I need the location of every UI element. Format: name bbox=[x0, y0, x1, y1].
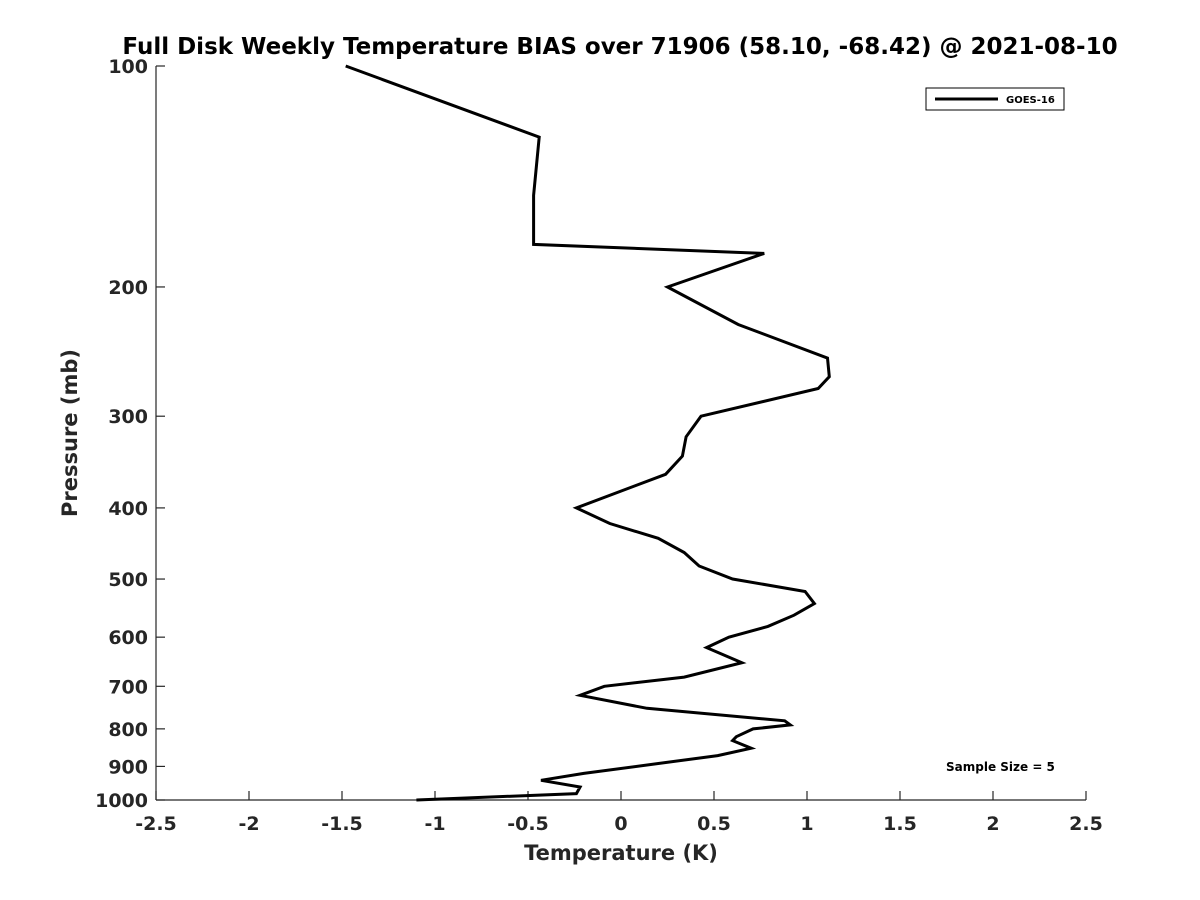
x-tick-label: 1.5 bbox=[883, 813, 917, 835]
sample-size-annotation: Sample Size = 5 bbox=[946, 760, 1055, 774]
y-tick-label: 900 bbox=[108, 756, 148, 778]
x-tick-label: 0.5 bbox=[697, 813, 731, 835]
chart-title: Full Disk Weekly Temperature BIAS over 7… bbox=[122, 34, 1117, 60]
y-tick-label: 600 bbox=[108, 627, 148, 649]
x-tick-label: -0.5 bbox=[507, 813, 549, 835]
x-tick-label: -1 bbox=[424, 813, 445, 835]
y-tick-label: 700 bbox=[108, 676, 148, 698]
y-tick-label: 100 bbox=[108, 56, 148, 78]
chart-legend: GOES-16 bbox=[925, 87, 1065, 111]
x-tick-label: 1 bbox=[800, 813, 813, 835]
y-axis-ticks: 100 200 300 400 500 600 700 800 900 1000 bbox=[95, 56, 165, 812]
y-tick-label: 1000 bbox=[95, 790, 148, 812]
x-tick-label: -2.5 bbox=[135, 813, 177, 835]
x-tick-label: -1.5 bbox=[321, 813, 363, 835]
x-tick-label: 0 bbox=[614, 813, 627, 835]
plot-axes bbox=[155, 66, 1086, 801]
y-tick-label: 300 bbox=[108, 406, 148, 428]
y-tick-label: 500 bbox=[108, 569, 148, 591]
x-tick-label: 2.5 bbox=[1069, 813, 1103, 835]
x-axis-label: Temperature (K) bbox=[524, 841, 718, 865]
y-tick-label: 400 bbox=[108, 498, 148, 520]
x-axis-ticks: -2.5 -2 -1.5 -1 -0.5 0 0.5 1 1.5 2 2.5 bbox=[135, 791, 1103, 835]
legend-series-name: GOES-16 bbox=[1006, 95, 1055, 106]
x-tick-label: -2 bbox=[238, 813, 259, 835]
y-tick-label: 800 bbox=[108, 719, 148, 741]
y-axis-label: Pressure (mb) bbox=[58, 349, 82, 517]
x-tick-label: 2 bbox=[986, 813, 999, 835]
y-tick-label: 200 bbox=[108, 277, 148, 299]
goes-16-bias-line bbox=[345, 64, 831, 802]
